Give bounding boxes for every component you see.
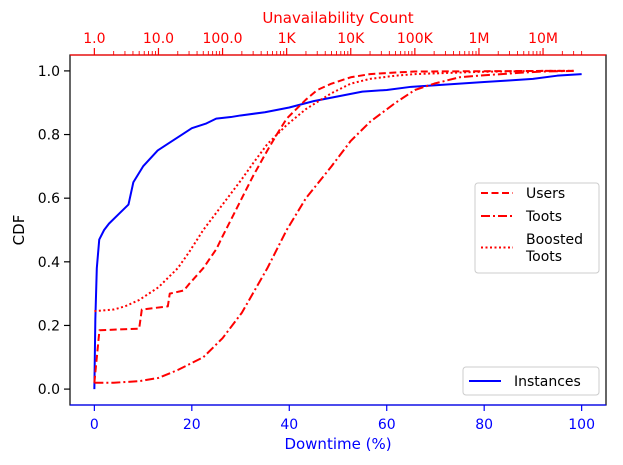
x2-tick-label: 100K [397, 31, 434, 47]
y-tick-label: 0.0 [38, 382, 60, 398]
x2-axis-title: Unavailability Count [262, 9, 413, 27]
legend-label-boosted: Boosted [526, 232, 583, 248]
x-tick-label: 60 [378, 417, 396, 433]
tick-labels: 0 20 40 60 80 100 0.0 0.2 0.4 0.6 0.8 1.0 1.0 10.0 100… [38, 31, 595, 433]
x2-tick-label: 100.0 [203, 31, 243, 47]
legend-frame [462, 366, 600, 396]
legend-frame [474, 182, 600, 274]
y-tick-label: 0.6 [38, 191, 60, 207]
x-axis-title: Downtime (%) [284, 435, 391, 453]
x-tick-label: 0 [90, 417, 99, 433]
x-tick-label: 40 [280, 417, 298, 433]
axis-ticks [64, 48, 583, 411]
series-line-toots [94, 69, 574, 384]
x2-tick-label: 1.0 [83, 31, 105, 47]
x2-tick-label: 10.0 [143, 31, 174, 47]
x2-tick-label: 1K [278, 31, 297, 47]
x2-tick-label: 10M [528, 31, 558, 47]
y-tick-label: 0.4 [38, 255, 60, 271]
y-tick-label: 1.0 [38, 64, 60, 80]
x2-tick-label: 1M [468, 31, 489, 47]
x2-tick-label: 10K [337, 31, 365, 47]
legend-label-users: Users [526, 186, 565, 202]
series-line-users [93, 69, 574, 383]
y-axis-title: CDF [10, 215, 28, 246]
legend-label-toots: Toots [525, 209, 562, 225]
y-tick-label: 0.2 [38, 318, 60, 334]
x-tick-label: 20 [183, 417, 201, 433]
y-tick-label: 0.8 [38, 128, 60, 144]
x-tick-label: 80 [475, 417, 493, 433]
legend-instances: Instances [462, 366, 600, 396]
series-layer [93, 69, 582, 390]
legend-label-boosted: Toots [525, 249, 562, 265]
x-tick-label: 100 [568, 417, 595, 433]
series-line-instances [93, 73, 582, 390]
legend-label-instances: Instances [514, 374, 581, 390]
